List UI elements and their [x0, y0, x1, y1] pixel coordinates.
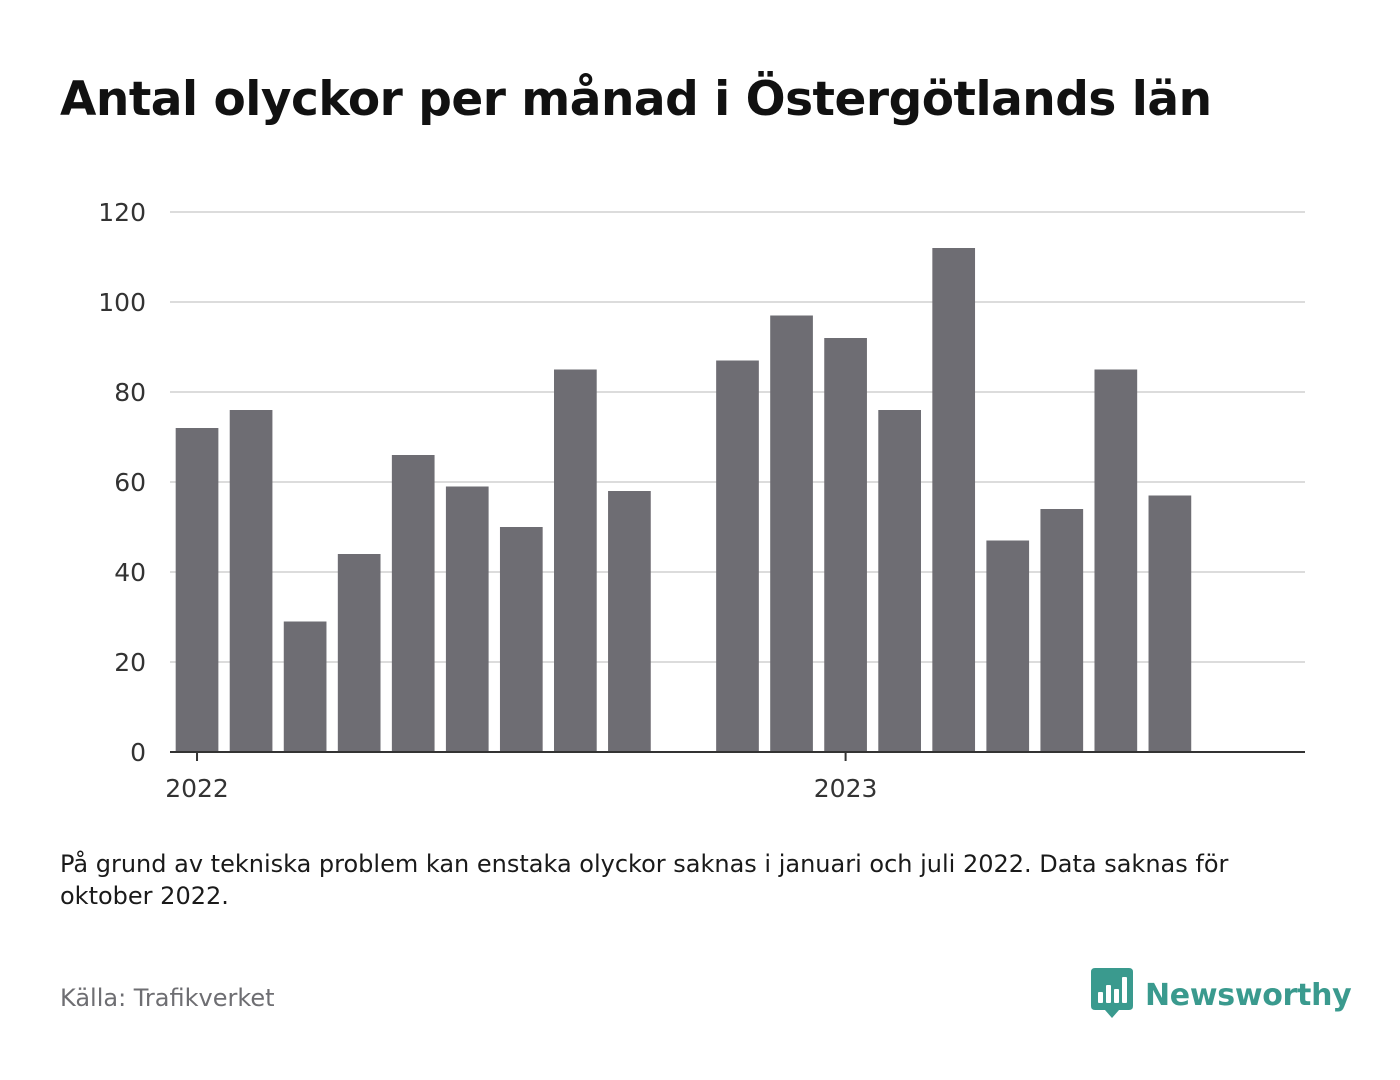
chart-title: Antal olyckor per månad i Östergötlands …: [60, 72, 1212, 127]
bar: [445, 486, 489, 752]
y-axis-tick-labels: 0 20 40 60 80 100 120: [98, 198, 146, 767]
x-tick-label: 2022: [165, 774, 229, 803]
bar: [716, 360, 759, 752]
y-tick-label: 40: [114, 558, 146, 587]
y-tick-label: 120: [98, 198, 146, 227]
y-tick-label: 60: [114, 468, 146, 497]
bar: [337, 554, 381, 752]
brand-name: Newsworthy: [1145, 977, 1352, 1013]
newsworthy-logo: Newsworthy: [1091, 968, 1352, 1022]
source-credit: Källa: Trafikverket: [60, 984, 275, 1012]
bar: [229, 410, 273, 752]
bar: [1040, 509, 1084, 752]
bar: [608, 491, 651, 752]
bar: [770, 315, 813, 752]
bar: [986, 540, 1030, 752]
y-tick-label: 80: [114, 378, 146, 407]
bars: [175, 248, 1192, 752]
y-tick-label: 0: [130, 738, 146, 767]
bar: [175, 428, 219, 752]
bar: [499, 527, 543, 752]
bar: [1148, 495, 1192, 752]
bar: [283, 621, 327, 752]
y-tick-label: 100: [98, 288, 146, 317]
bar: [554, 369, 597, 752]
bar: [878, 410, 921, 752]
footnote: På grund av tekniska problem kan enstaka…: [60, 850, 1229, 910]
bar: [1094, 369, 1138, 752]
x-axis-ticks: 2022 2023: [165, 752, 877, 803]
y-tick-label: 20: [114, 648, 146, 677]
bar: [932, 248, 976, 752]
bar: [391, 455, 435, 752]
bar-chart-speech-bubble-icon: [1091, 968, 1133, 1018]
x-tick-label: 2023: [814, 774, 878, 803]
bar: [824, 338, 867, 752]
bar-chart: 0 20 40 60 80 100 120 2022 2023: [98, 198, 1305, 803]
